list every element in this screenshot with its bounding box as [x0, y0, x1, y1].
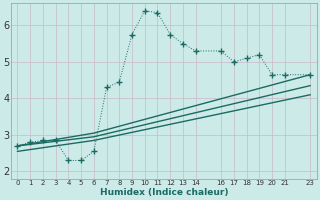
X-axis label: Humidex (Indice chaleur): Humidex (Indice chaleur) [100, 188, 228, 197]
